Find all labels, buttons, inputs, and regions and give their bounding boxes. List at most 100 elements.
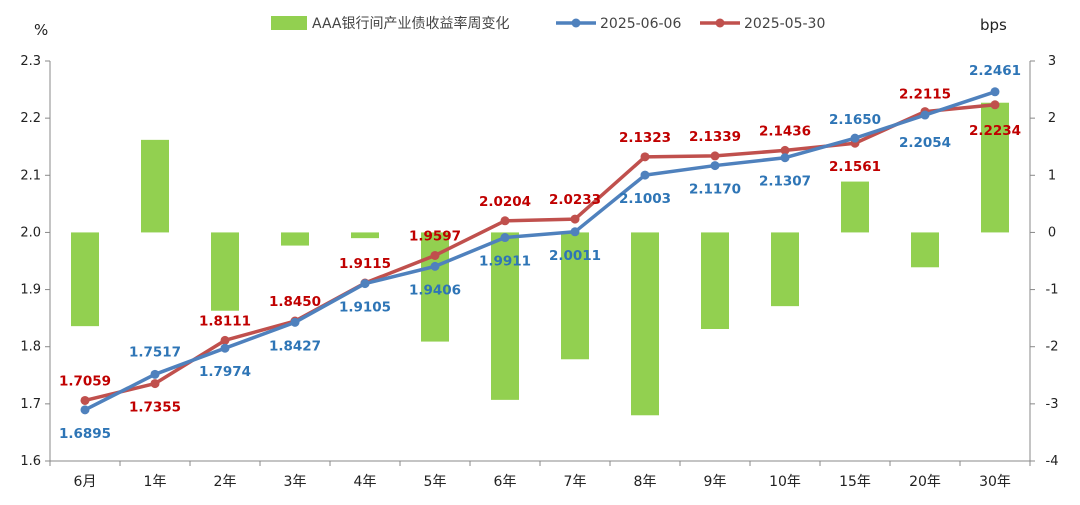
- point-2025-05-30: [990, 100, 1000, 110]
- point-2025-06-06: [920, 110, 930, 120]
- data-label-2025-05-30: 2.2115: [899, 87, 951, 103]
- data-label-2025-05-30: 2.1561: [829, 159, 881, 175]
- category-label: 5年: [424, 474, 447, 490]
- bar: [701, 232, 729, 329]
- point-2025-05-30: [780, 145, 790, 155]
- data-label-2025-06-06: 2.0011: [549, 248, 601, 264]
- right-tick-label: 3: [1048, 54, 1056, 69]
- category-label: 6年: [494, 474, 517, 490]
- bar: [911, 232, 939, 268]
- right-tick-label: 1: [1048, 168, 1056, 183]
- legend-line-0530-marker: [715, 18, 725, 28]
- category-label: 6月: [74, 474, 97, 490]
- bar: [281, 232, 309, 246]
- data-label-2025-06-06: 2.2054: [899, 135, 951, 151]
- line-2025-06-06: [84, 90, 996, 412]
- category-label: 3年: [284, 474, 307, 490]
- data-label-2025-05-30: 1.7355: [129, 400, 181, 416]
- category-label: 4年: [354, 474, 377, 490]
- data-label-2025-06-06: 1.6895: [59, 426, 111, 442]
- line-series: [80, 87, 1000, 415]
- axes: % bps 1.6 1.7 1.8 1.9 2.0 2.1 2.2 2.3 -4 -3 -2 -1 0 1…: [20, 16, 1058, 490]
- bar: [771, 232, 799, 307]
- point-2025-06-06: [80, 405, 90, 415]
- point-2025-06-06: [500, 233, 510, 243]
- data-label-2025-05-30: 2.2234: [969, 123, 1021, 139]
- data-labels: 1.6895 1.7059 1.7517 1.7355 1.7974 1.8111 1.84…: [59, 63, 1021, 442]
- point-2025-05-30: [150, 379, 160, 389]
- data-label-2025-06-06: 2.1003: [619, 191, 671, 207]
- line-2025-05-30: [84, 103, 996, 403]
- point-2025-05-30: [220, 335, 230, 345]
- category-label: 7年: [564, 474, 587, 490]
- bar: [141, 139, 169, 233]
- right-tick-label: 2: [1048, 111, 1056, 126]
- data-label-2025-05-30: 2.0233: [549, 192, 601, 208]
- bar: [211, 232, 239, 311]
- point-2025-06-06: [640, 170, 650, 180]
- right-tick-label: -1: [1046, 283, 1059, 298]
- bar-series: [71, 102, 1009, 416]
- data-label-2025-05-30: 2.1436: [759, 123, 811, 139]
- right-tick-label: 0: [1048, 225, 1056, 240]
- point-2025-05-30: [80, 395, 90, 405]
- data-label-2025-05-30: 2.1323: [619, 130, 671, 146]
- left-axis-unit: %: [34, 21, 48, 39]
- point-2025-06-06: [220, 343, 230, 353]
- point-2025-06-06: [710, 161, 720, 171]
- legend-line-0606-marker: [571, 18, 581, 28]
- data-label-2025-06-06: 2.2461: [969, 63, 1021, 79]
- point-2025-05-30: [570, 214, 580, 224]
- legend-line-0606-label: 2025-06-06: [600, 16, 681, 32]
- point-2025-06-06: [850, 133, 860, 143]
- category-label: 15年: [839, 474, 871, 490]
- bar: [351, 232, 379, 239]
- data-label-2025-05-30: 1.7059: [59, 373, 111, 389]
- point-2025-06-06: [990, 87, 1000, 97]
- data-label-2025-05-30: 2.1339: [689, 129, 741, 145]
- point-2025-06-06: [780, 153, 790, 163]
- point-2025-05-30: [710, 151, 720, 161]
- point-2025-05-30: [640, 152, 650, 162]
- category-label: 9年: [704, 474, 727, 490]
- right-axis-unit: bps: [980, 16, 1007, 34]
- bar: [71, 232, 99, 327]
- data-label-2025-06-06: 2.1170: [689, 182, 741, 198]
- left-tick-label: 1.9: [20, 283, 41, 298]
- data-label-2025-05-30: 2.0204: [479, 194, 531, 210]
- legend: AAA银行间产业债收益率周变化 2025-06-06 2025-05-30: [271, 15, 825, 32]
- bar: [631, 232, 659, 416]
- point-2025-06-06: [430, 261, 440, 271]
- data-label-2025-05-30: 1.9597: [409, 228, 461, 244]
- left-tick-label: 1.8: [20, 340, 41, 355]
- left-tick-label: 1.6: [20, 454, 41, 469]
- data-label-2025-05-30: 1.8450: [269, 294, 321, 310]
- bar: [841, 181, 869, 233]
- legend-bar-label: AAA银行间产业债收益率周变化: [312, 15, 510, 32]
- data-label-2025-06-06: 1.9406: [409, 282, 461, 298]
- data-label-2025-06-06: 1.9105: [339, 300, 391, 316]
- data-label-2025-06-06: 2.1307: [759, 174, 811, 190]
- left-tick-label: 2.0: [20, 225, 41, 240]
- category-label: 8年: [634, 474, 657, 490]
- legend-bar-swatch: [271, 16, 307, 30]
- bar: [561, 232, 589, 360]
- category-label: 2年: [214, 474, 237, 490]
- data-label-2025-06-06: 1.8427: [269, 338, 321, 354]
- data-label-2025-05-30: 1.9115: [339, 256, 391, 272]
- left-tick-label: 2.3: [20, 54, 41, 69]
- data-label-2025-06-06: 1.7517: [129, 344, 181, 360]
- left-tick-label: 1.7: [20, 397, 41, 412]
- point-2025-05-30: [500, 216, 510, 226]
- category-label: 30年: [979, 474, 1011, 490]
- point-2025-06-06: [290, 317, 300, 327]
- point-2025-06-06: [570, 227, 580, 237]
- right-tick-label: -2: [1046, 340, 1059, 355]
- legend-line-0530-label: 2025-05-30: [744, 16, 825, 32]
- right-tick-label: -3: [1046, 397, 1059, 412]
- data-label-2025-06-06: 1.7974: [199, 364, 251, 380]
- data-label-2025-06-06: 1.9911: [479, 254, 531, 270]
- bar: [981, 102, 1009, 233]
- left-tick-label: 2.2: [20, 111, 41, 126]
